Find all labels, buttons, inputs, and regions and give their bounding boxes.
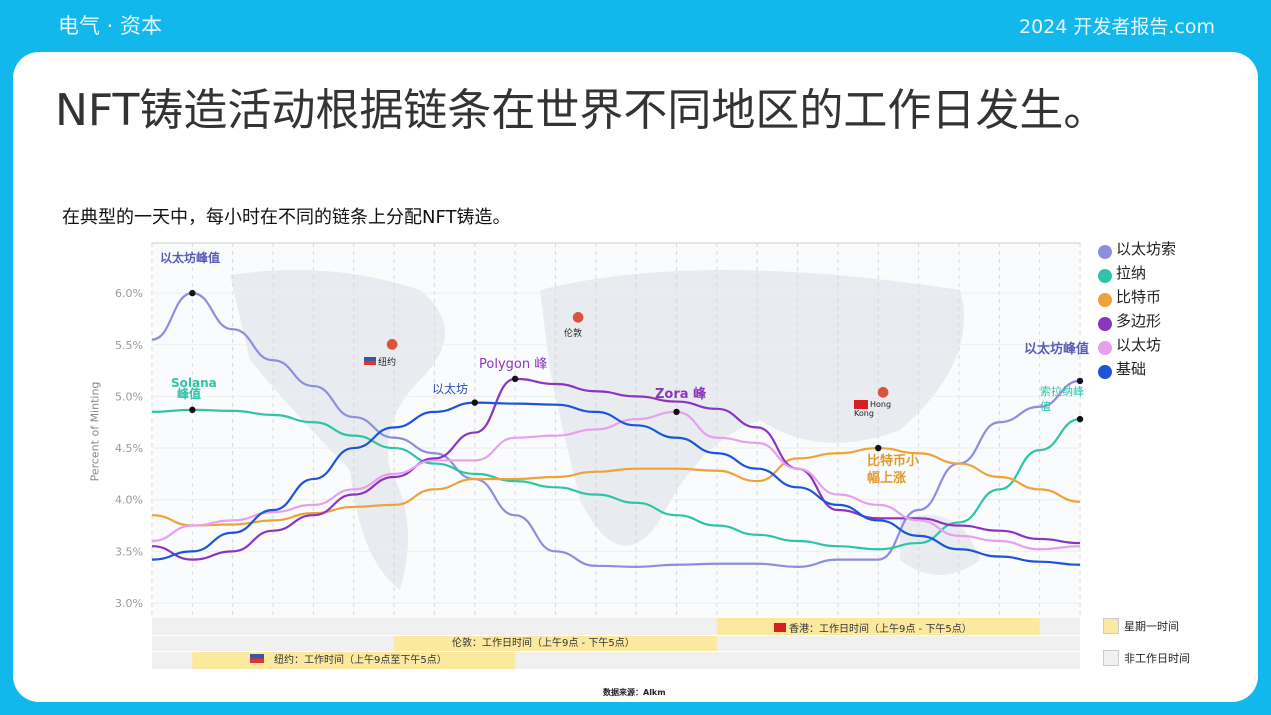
marker-base (471, 399, 478, 406)
y-tick-label: 3.5% (115, 545, 143, 558)
legend-dot-icon (1098, 365, 1112, 379)
marker-ethereum (189, 289, 196, 297)
legend-item: 比特币 (1098, 288, 1176, 312)
series-line-ethereum (151, 291, 1081, 568)
legend-dot-icon (1098, 293, 1112, 307)
legend-item: 以太坊索 (1098, 240, 1176, 264)
report-link[interactable]: 2024 开发者报告.com (1018, 16, 1215, 38)
cn-flag-icon (774, 623, 786, 632)
legend-item: 拉纳 (1098, 264, 1176, 288)
work-hours-band (716, 618, 1040, 635)
marker-bitcoin (875, 444, 882, 452)
annotation-polygon: Polygon 峰 (479, 357, 548, 372)
annotation-base: 以太坊 (432, 382, 469, 396)
cn-flag-icon (854, 400, 868, 409)
legend-item: 多边形 (1098, 312, 1176, 336)
series-line-polygon (151, 377, 1081, 561)
us-flag-icon (364, 357, 376, 365)
work-hours-band (394, 636, 717, 651)
map-pin-icon: ● (877, 384, 890, 400)
map-australia (900, 515, 980, 575)
legend-item: 基础 (1098, 360, 1176, 384)
y-tick-label: 3.0% (115, 597, 143, 610)
y-tick-label: 4.0% (115, 494, 143, 507)
data-source: 数据来源：Alkm (603, 688, 666, 697)
y-tick-label: 5.5% (115, 339, 143, 352)
legend-dot-icon (1098, 317, 1112, 331)
series-line-solana (151, 408, 1081, 551)
legend-dot-icon (1098, 245, 1112, 259)
location-london: 伦敦 (564, 329, 583, 339)
workday-swatch (1103, 618, 1119, 634)
series-line-base (151, 401, 1081, 566)
marker-solana (1076, 415, 1084, 423)
y-tick-label: 5.0% (115, 390, 143, 403)
marker-solana (189, 406, 196, 414)
annotation-solana-end: 索拉纳峰值 (1040, 385, 1084, 413)
series-line-bitcoin (151, 446, 1081, 527)
annotation-eth-peak: 以太坊峰值 (160, 251, 221, 265)
legend-workday: 星期一时间 (1103, 618, 1179, 634)
annotation-zora: Zora 峰 (655, 387, 707, 402)
map-americas (230, 270, 445, 590)
map-eurasia-africa (540, 270, 964, 546)
work-hours-band (192, 652, 516, 669)
legend-label: 多边形 (1116, 312, 1162, 330)
annotation-solana-a: Solana (171, 376, 217, 390)
band-label-london: 伦敦：工作日时间（上午9点 - 下午5点） (452, 638, 635, 649)
band-label-ny: 纽约：工作时间（上午9点至下午5点） (250, 651, 447, 666)
band-label-hk: 香港：工作日时间（上午9点 - 下午5点） (774, 620, 972, 635)
y-tick-label: 6.0% (115, 287, 143, 300)
map-pin-icon: ● (386, 336, 399, 352)
page-title: NFT铸造活动根据链条在世界不同地区的工作日发生。 (55, 85, 1108, 136)
subtitle: 在典型的一天中，每小时在不同的链条上分配NFT铸造。 (62, 207, 511, 228)
legend-label: 基础 (1116, 360, 1147, 378)
us-flag-icon (250, 654, 264, 663)
marker-zora (673, 408, 680, 416)
legend-label: 比特币 (1116, 288, 1162, 306)
legend-dot-icon (1098, 341, 1112, 355)
legend-dot-icon (1098, 269, 1112, 283)
marker-ethereum (1076, 377, 1084, 385)
legend-label: 以太坊索 (1116, 240, 1177, 258)
annotation-solana-b: 峰值 (177, 387, 202, 401)
annotation-bitcoin: 比特币小幅上涨 (867, 454, 920, 486)
marker-polygon (511, 375, 519, 383)
legend-off-hours: 非工作日时间 (1103, 650, 1190, 666)
annotation-eth-peak-end: 以太坊峰值 (1024, 342, 1090, 357)
location-hk: Hong Kong (854, 400, 892, 418)
legend: 以太坊索拉纳比特币多边形以太坊基础 (1098, 240, 1176, 384)
brand-title: 电气 · 资本 (58, 14, 163, 38)
legend-item: 以太坊 (1098, 336, 1176, 360)
off-hours-swatch (1103, 650, 1119, 666)
legend-label: 拉纳 (1116, 264, 1147, 282)
location-ny: 纽约 (364, 355, 396, 368)
legend-label: 以太坊 (1116, 336, 1162, 354)
map-pin-icon: ● (572, 309, 585, 325)
y-tick-label: 4.5% (115, 442, 143, 455)
